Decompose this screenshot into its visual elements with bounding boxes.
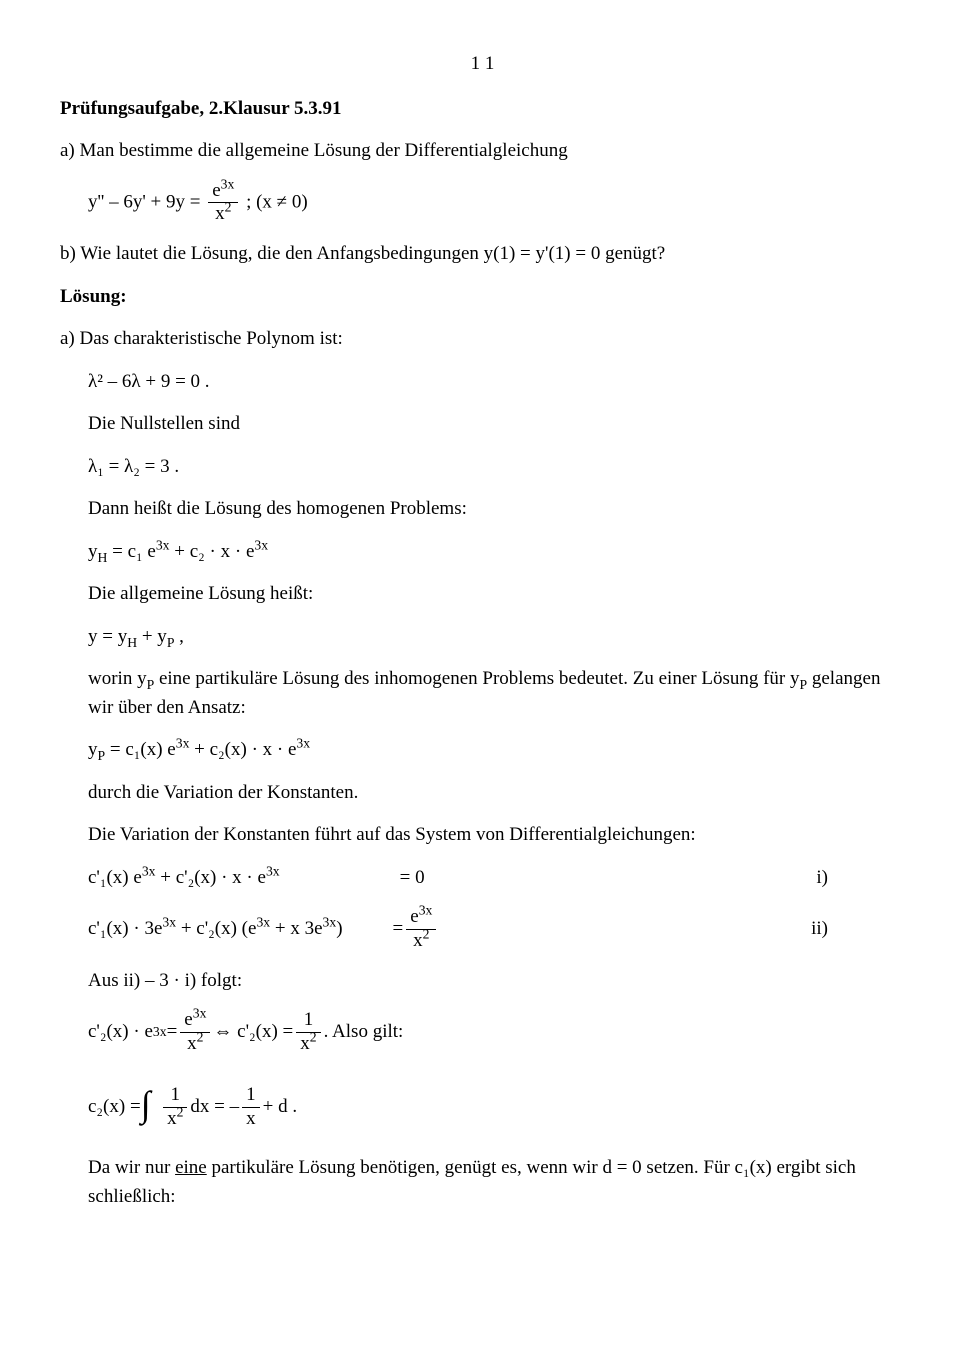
- char-poly-text: a) Das charakteristische Polynom ist:: [60, 325, 905, 354]
- loesung-heading: Lösung:: [60, 283, 905, 312]
- int-frac-2: 1 x: [242, 1084, 260, 1131]
- durch-text: durch die Variation der Konstanten.: [60, 779, 905, 808]
- equation-sys-ii: c'₁(x) · 3e3x + c'₂(x) (e3x + x 3e3x) = …: [88, 906, 868, 953]
- variation-text: Die Variation der Konstanten führt auf d…: [60, 821, 905, 850]
- sys-i-rhs: = 0: [400, 864, 425, 893]
- de-frac: e3x x2: [208, 180, 238, 227]
- de-tail: ; (x ≠ 0): [246, 191, 308, 212]
- equation-sys-i: c'₁(x) e3x + c'₂(x) · x · e3x = 0 i): [88, 864, 868, 893]
- allgemein-text: Die allgemeine Lösung heißt:: [60, 580, 905, 609]
- nullstellen-text: Die Nullstellen sind: [60, 410, 905, 439]
- equation-null: λ₁ = λ₂ = 3 .: [88, 453, 905, 482]
- equation-de: y'' – 6y' + 9y = e3x x2 ; (x ≠ 0): [88, 180, 905, 227]
- equation-c2-int: c₂(x) = ∫ 1 x2 dx = – 1 x + d .: [88, 1084, 905, 1131]
- integral-icon: ∫: [141, 1092, 151, 1117]
- aus-text: Aus ii) – 3 · i) folgt:: [60, 967, 905, 996]
- homogen-text: Dann heißt die Lösung des homogenen Prob…: [60, 495, 905, 524]
- de-lhs: y'' – 6y' + 9y =: [88, 191, 205, 212]
- equation-c2prime: c'₂(x) · e3x = e3x x2 ⇔ c'₂(x) = 1 x2 . …: [88, 1009, 905, 1056]
- int-frac-1: 1 x2: [163, 1084, 187, 1131]
- part-a-intro: a) Man bestimme die allgemeine Lösung de…: [60, 137, 905, 166]
- title: Prüfungsaufgabe, 2.Klausur 5.3.91: [60, 95, 905, 124]
- c2-frac-2: 1 x2: [296, 1009, 320, 1056]
- sys-i-tag: i): [816, 864, 868, 893]
- page-number: 1 1: [60, 50, 905, 79]
- equation-yh: yH = c₁ e3x + c₂ · x · e3x: [88, 538, 905, 567]
- final-text: Da wir nur eine partikuläre Lösung benöt…: [60, 1154, 905, 1211]
- equation-char: λ² – 6λ + 9 = 0 .: [88, 368, 905, 397]
- c2-frac-1: e3x x2: [180, 1009, 210, 1056]
- equation-yp: yP = c₁(x) e3x + c₂(x) · x · e3x: [88, 736, 905, 765]
- worin-text: worin yP eine partikuläre Lösung des inh…: [60, 665, 905, 722]
- sys-ii-tag: ii): [811, 915, 868, 944]
- equation-allg: y = yH + yP ,: [88, 623, 905, 652]
- sys-ii-rhs-eq: =: [393, 915, 404, 944]
- sys-ii-frac: e3x x2: [406, 906, 436, 953]
- part-b-text: b) Wie lautet die Lösung, die den Anfang…: [60, 240, 905, 269]
